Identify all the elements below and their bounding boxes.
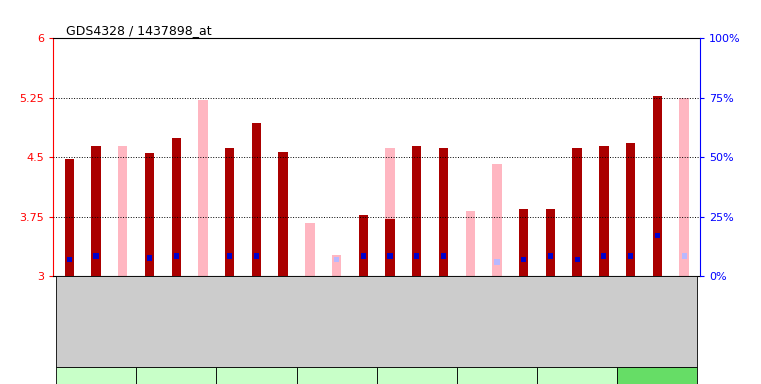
- Bar: [254, 253, 259, 259]
- Bar: [628, 253, 633, 259]
- Bar: [546, 209, 555, 276]
- Bar: [361, 253, 366, 259]
- Bar: [136, 367, 216, 384]
- Bar: [492, 164, 501, 276]
- Bar: [94, 253, 99, 259]
- Bar: [617, 367, 697, 384]
- Bar: [56, 276, 697, 367]
- Bar: [439, 148, 448, 276]
- Bar: [334, 257, 339, 262]
- Bar: [145, 154, 154, 276]
- Bar: [654, 233, 660, 238]
- Bar: [65, 159, 74, 276]
- Bar: [332, 255, 341, 276]
- Bar: [385, 148, 395, 276]
- Bar: [118, 146, 127, 276]
- Bar: [227, 253, 232, 259]
- Bar: [548, 253, 553, 259]
- Bar: [519, 209, 528, 276]
- Bar: [466, 210, 475, 276]
- Bar: [252, 123, 261, 276]
- Bar: [572, 148, 582, 276]
- Bar: [387, 253, 393, 259]
- Bar: [147, 255, 152, 261]
- Bar: [199, 100, 208, 276]
- Bar: [91, 146, 100, 276]
- Bar: [297, 367, 377, 384]
- Bar: [174, 253, 179, 259]
- Bar: [279, 152, 288, 276]
- Bar: [601, 253, 607, 259]
- Bar: [305, 223, 314, 276]
- Bar: [680, 98, 689, 276]
- Bar: [575, 257, 580, 262]
- Bar: [414, 253, 419, 259]
- Bar: [495, 259, 499, 265]
- Bar: [653, 96, 662, 276]
- Bar: [56, 367, 136, 384]
- Bar: [457, 367, 537, 384]
- Bar: [67, 257, 72, 262]
- Bar: [216, 367, 297, 384]
- Bar: [358, 215, 368, 276]
- Bar: [599, 146, 609, 276]
- Bar: [225, 148, 234, 276]
- Bar: [521, 257, 527, 262]
- Bar: [377, 367, 457, 384]
- Bar: [537, 367, 617, 384]
- Bar: [682, 253, 686, 259]
- Text: GDS4328 / 1437898_at: GDS4328 / 1437898_at: [66, 24, 212, 37]
- Bar: [385, 218, 395, 276]
- Bar: [171, 137, 181, 276]
- Bar: [626, 143, 635, 276]
- Bar: [441, 253, 446, 259]
- Bar: [412, 146, 422, 276]
